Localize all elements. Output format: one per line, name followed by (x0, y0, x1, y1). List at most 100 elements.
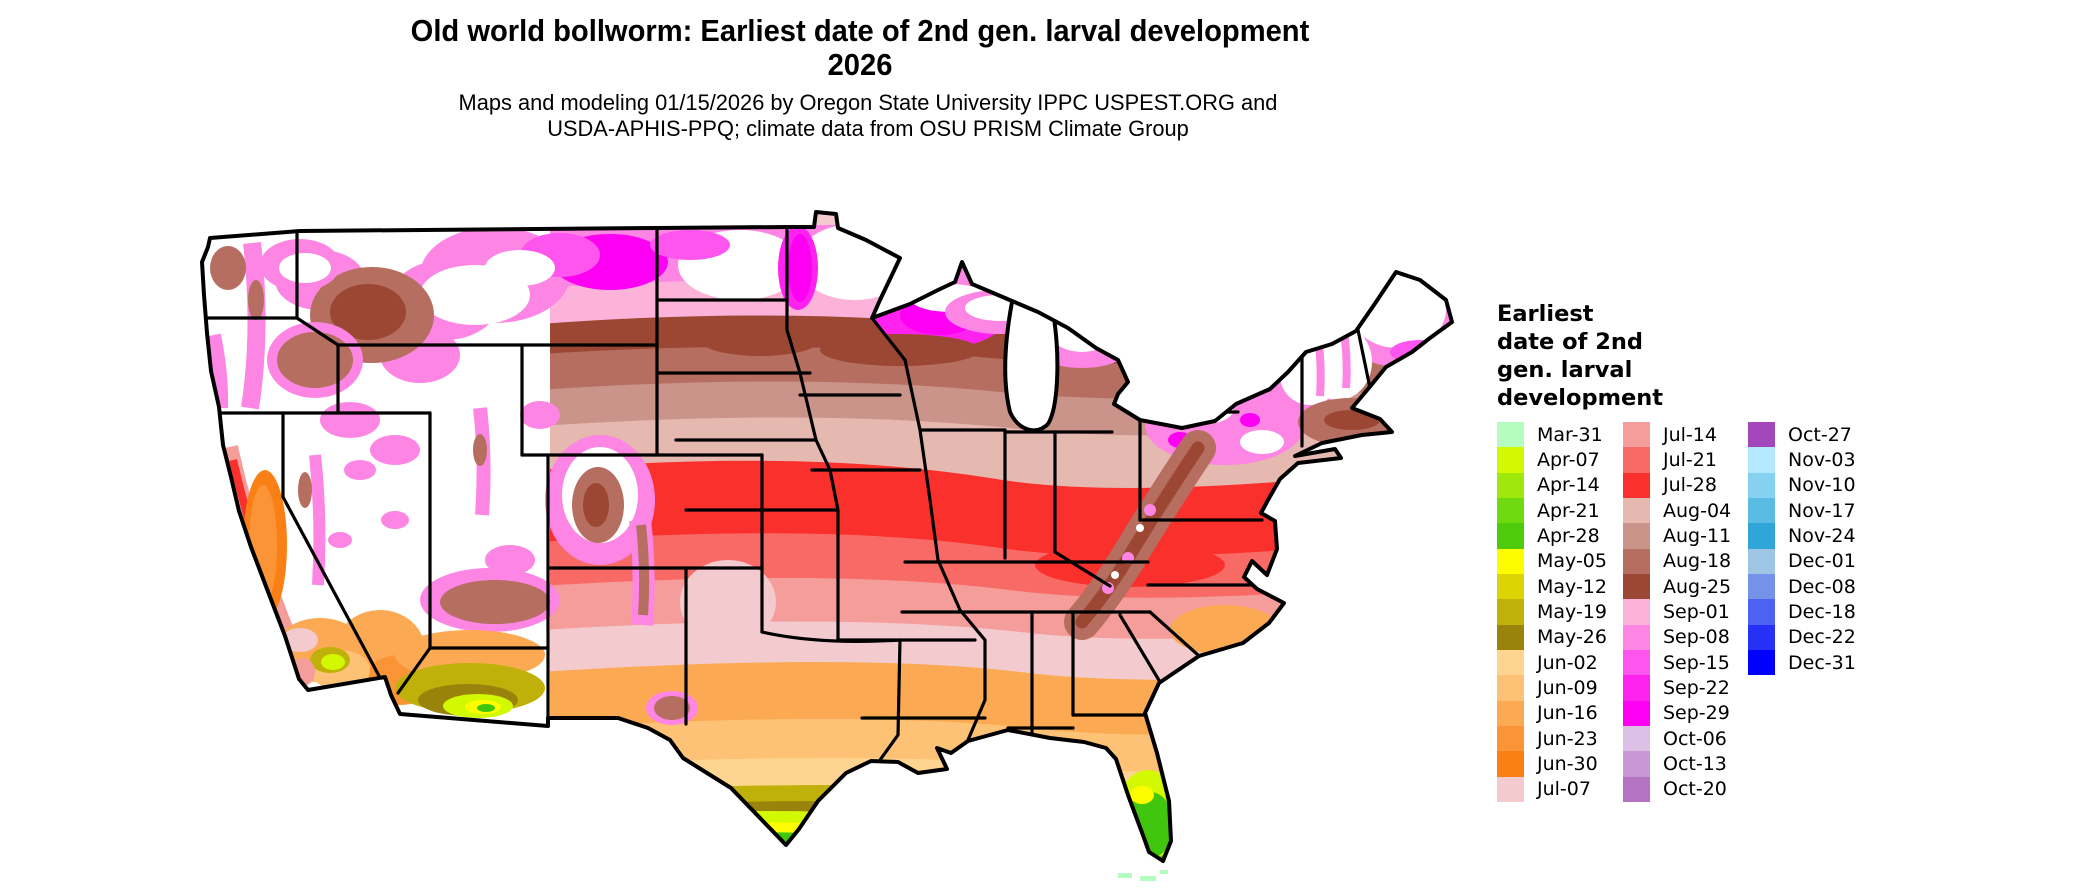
legend-entry: May-05 (1497, 548, 1607, 574)
legend-entry: Sep-22 (1623, 675, 1731, 701)
legend-label: Oct-13 (1663, 752, 1727, 775)
legend-entry: Jun-30 (1497, 751, 1607, 777)
legend-entry: Sep-15 (1623, 649, 1731, 676)
legend-label: Aug-04 (1663, 499, 1732, 522)
legend-label: Jun-16 (1537, 702, 1598, 725)
legend-entry: Jul-28 (1623, 472, 1731, 498)
legend-swatch (1623, 649, 1650, 676)
legend-swatch (1748, 422, 1775, 448)
legend-entry: Nov-17 (1748, 497, 1856, 524)
legend-swatch (1623, 725, 1650, 752)
legend-label: Jul-14 (1663, 423, 1717, 446)
legend-swatch (1497, 447, 1524, 473)
legend-entry: Oct-20 (1623, 776, 1731, 802)
legend-entry: Sep-08 (1623, 624, 1731, 650)
legend-label: Jun-09 (1537, 676, 1598, 699)
legend-label: Sep-08 (1663, 626, 1730, 649)
legend-label: May-12 (1537, 575, 1607, 598)
legend-label: Nov-10 (1788, 474, 1856, 497)
legend-swatch (1497, 523, 1524, 549)
legend-entry: May-26 (1497, 624, 1607, 650)
legend-entry: Sep-29 (1623, 700, 1731, 726)
legend-label: May-26 (1537, 626, 1607, 649)
legend-entry: Dec-08 (1748, 573, 1856, 600)
legend-swatch (1623, 599, 1650, 625)
legend-entry: Dec-01 (1748, 548, 1856, 574)
legend-label: Sep-29 (1663, 702, 1730, 725)
legend-swatch (1623, 675, 1650, 701)
legend-swatch (1748, 548, 1775, 574)
legend-swatch (1748, 472, 1775, 498)
legend-swatch (1623, 776, 1650, 802)
legend-label: Dec-31 (1788, 651, 1856, 674)
legend-swatch (1623, 751, 1650, 777)
legend-entry: Jul-21 (1623, 447, 1731, 473)
legend-label: Aug-11 (1663, 524, 1732, 547)
legend-label: Nov-24 (1788, 524, 1856, 547)
legend-label: Mar-31 (1537, 423, 1603, 446)
legend-swatch (1748, 573, 1775, 600)
legend-column: Jul-14 Jul-21 Jul-28 Aug-04 Aug-11 Aug-18 Aug-… (1623, 422, 1731, 802)
legend-title-line: date of 2nd (1497, 329, 1643, 355)
legend-swatch (1497, 725, 1524, 752)
legend-swatch (1497, 548, 1524, 574)
legend-title: Earliest date of 2nd gen. larval develop… (1497, 300, 1663, 412)
legend-label: Aug-18 (1663, 550, 1732, 573)
legend-label: Jul-28 (1663, 474, 1717, 497)
legend-label: Oct-20 (1663, 778, 1727, 801)
map-subtitle-line1: Maps and modeling 01/15/2026 by Oregon S… (458, 90, 1278, 115)
legend-swatch (1623, 422, 1650, 448)
legend-label: Oct-06 (1663, 727, 1727, 750)
legend-swatch (1623, 700, 1650, 726)
legend-swatch (1497, 599, 1524, 625)
legend-entry: Dec-22 (1748, 624, 1856, 650)
legend-swatch (1748, 624, 1775, 650)
map-title-line1: Old world bollworm: Earliest date of 2nd… (410, 13, 1310, 48)
legend-entry: Aug-25 (1623, 573, 1732, 600)
legend-label: Nov-17 (1788, 499, 1856, 522)
legend-entry: Jul-14 (1623, 422, 1731, 448)
legend-entry: Nov-10 (1748, 472, 1856, 498)
legend-swatch (1497, 472, 1524, 498)
legend-label: Apr-14 (1537, 474, 1600, 497)
legend-swatch (1748, 523, 1775, 549)
legend-swatch (1497, 675, 1524, 701)
legend-swatch (1497, 751, 1524, 777)
legend-entry: Aug-11 (1623, 523, 1732, 549)
legend-entry: Jul-07 (1497, 776, 1607, 802)
legend-label: Sep-15 (1663, 651, 1730, 674)
legend-swatch (1497, 422, 1524, 448)
legend-swatch (1497, 776, 1524, 802)
legend-label: Dec-18 (1788, 600, 1856, 623)
legend-label: Dec-08 (1788, 575, 1856, 598)
legend-entry: Aug-18 (1623, 548, 1732, 574)
legend-entry: Nov-24 (1748, 523, 1856, 549)
map-title: Old world bollworm: Earliest date of 2nd… (136, 14, 1584, 82)
legend-swatch (1497, 700, 1524, 726)
legend-entry: Aug-04 (1623, 497, 1732, 524)
legend-swatch (1497, 497, 1524, 524)
legend-swatch (1748, 497, 1775, 524)
legend-entry: Jun-16 (1497, 700, 1607, 726)
legend-entry: Jun-02 (1497, 649, 1607, 676)
map-subtitle-line2: USDA-APHIS-PPQ; climate data from OSU PR… (547, 116, 1189, 141)
legend-title-line: Earliest (1497, 301, 1594, 327)
legend-label: Aug-25 (1663, 575, 1732, 598)
legend-label: May-05 (1537, 550, 1607, 573)
legend-swatch (1623, 523, 1650, 549)
legend-title-line: gen. larval (1497, 357, 1633, 383)
legend-swatch (1623, 472, 1650, 498)
legend-swatch (1623, 624, 1650, 650)
legend-entry: Jun-09 (1497, 675, 1607, 701)
legend-column: Oct-27 Nov-03 Nov-10 Nov-17 Nov-24 Dec-01 Dec-… (1748, 422, 1856, 676)
state-borders (202, 225, 1372, 762)
florida-keys (1118, 870, 1168, 881)
legend-entry: Dec-31 (1748, 649, 1856, 676)
legend-label: May-19 (1537, 600, 1607, 623)
legend-entry: Nov-03 (1748, 447, 1856, 473)
legend-swatch (1623, 573, 1650, 600)
legend-label: Dec-22 (1788, 626, 1856, 649)
legend-label: Jun-02 (1537, 651, 1598, 674)
